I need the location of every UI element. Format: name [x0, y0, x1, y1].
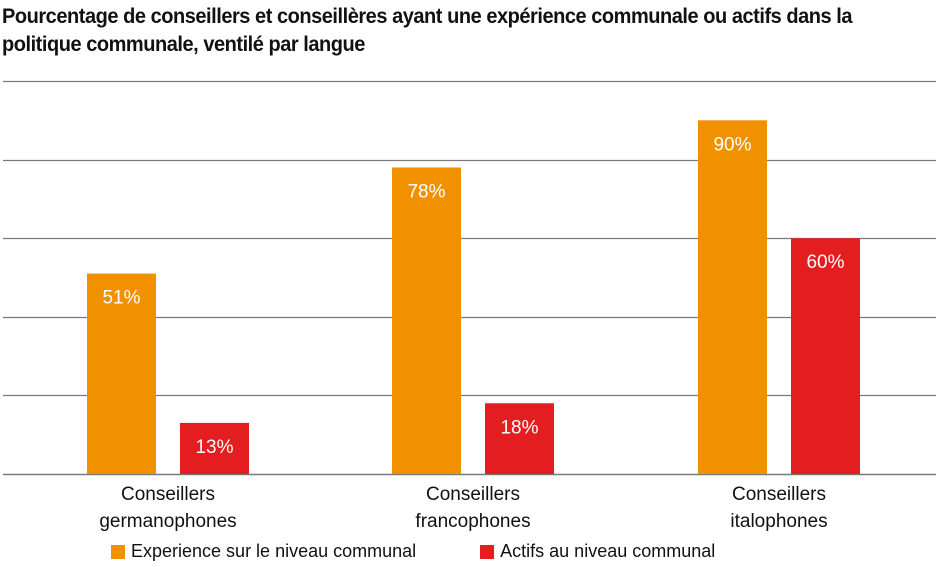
value-label: 13%: [195, 437, 233, 458]
legend-swatch-actifs: [480, 544, 495, 559]
category-label: italophones: [730, 511, 827, 532]
legend-label-experience: Experience sur le niveau communal: [131, 541, 417, 561]
category-label: Conseillers: [426, 484, 520, 505]
chart-title: Pourcentage de conseillers et conseillèr…: [2, 4, 853, 56]
gridlines: [3, 80, 936, 476]
category-label: francophones: [415, 511, 530, 532]
legend: Experience sur le niveau communal Actifs…: [111, 541, 779, 562]
bar-experience-2: [698, 120, 767, 475]
bar-actifs-0: [180, 422, 249, 474]
bar-actifs-1: [485, 403, 554, 474]
value-labels: 51% 78% 90% 13% 18% 60%: [102, 134, 844, 458]
bar-experience-1: [392, 167, 461, 474]
bar-experience-0: [87, 273, 156, 474]
legend-item-experience: Experience sur le niveau communal: [111, 541, 416, 562]
value-label: 18%: [500, 417, 538, 438]
legend-item-actifs: Actifs au niveau communal: [480, 541, 715, 562]
bars: [87, 120, 860, 475]
value-label: 78%: [407, 181, 445, 202]
category-labels: Conseillers germanophones Conseillers franc…: [99, 484, 827, 532]
value-label: 51%: [102, 288, 140, 309]
legend-label-actifs: Actifs au niveau communal: [500, 541, 716, 561]
value-label: 90%: [713, 134, 751, 155]
bar-actifs-2: [791, 238, 860, 474]
legend-swatch-experience: [111, 544, 125, 559]
value-label: 60%: [806, 252, 844, 273]
category-label: germanophones: [99, 511, 236, 532]
category-label: Conseillers: [121, 484, 215, 505]
category-label: Conseillers: [732, 484, 826, 505]
